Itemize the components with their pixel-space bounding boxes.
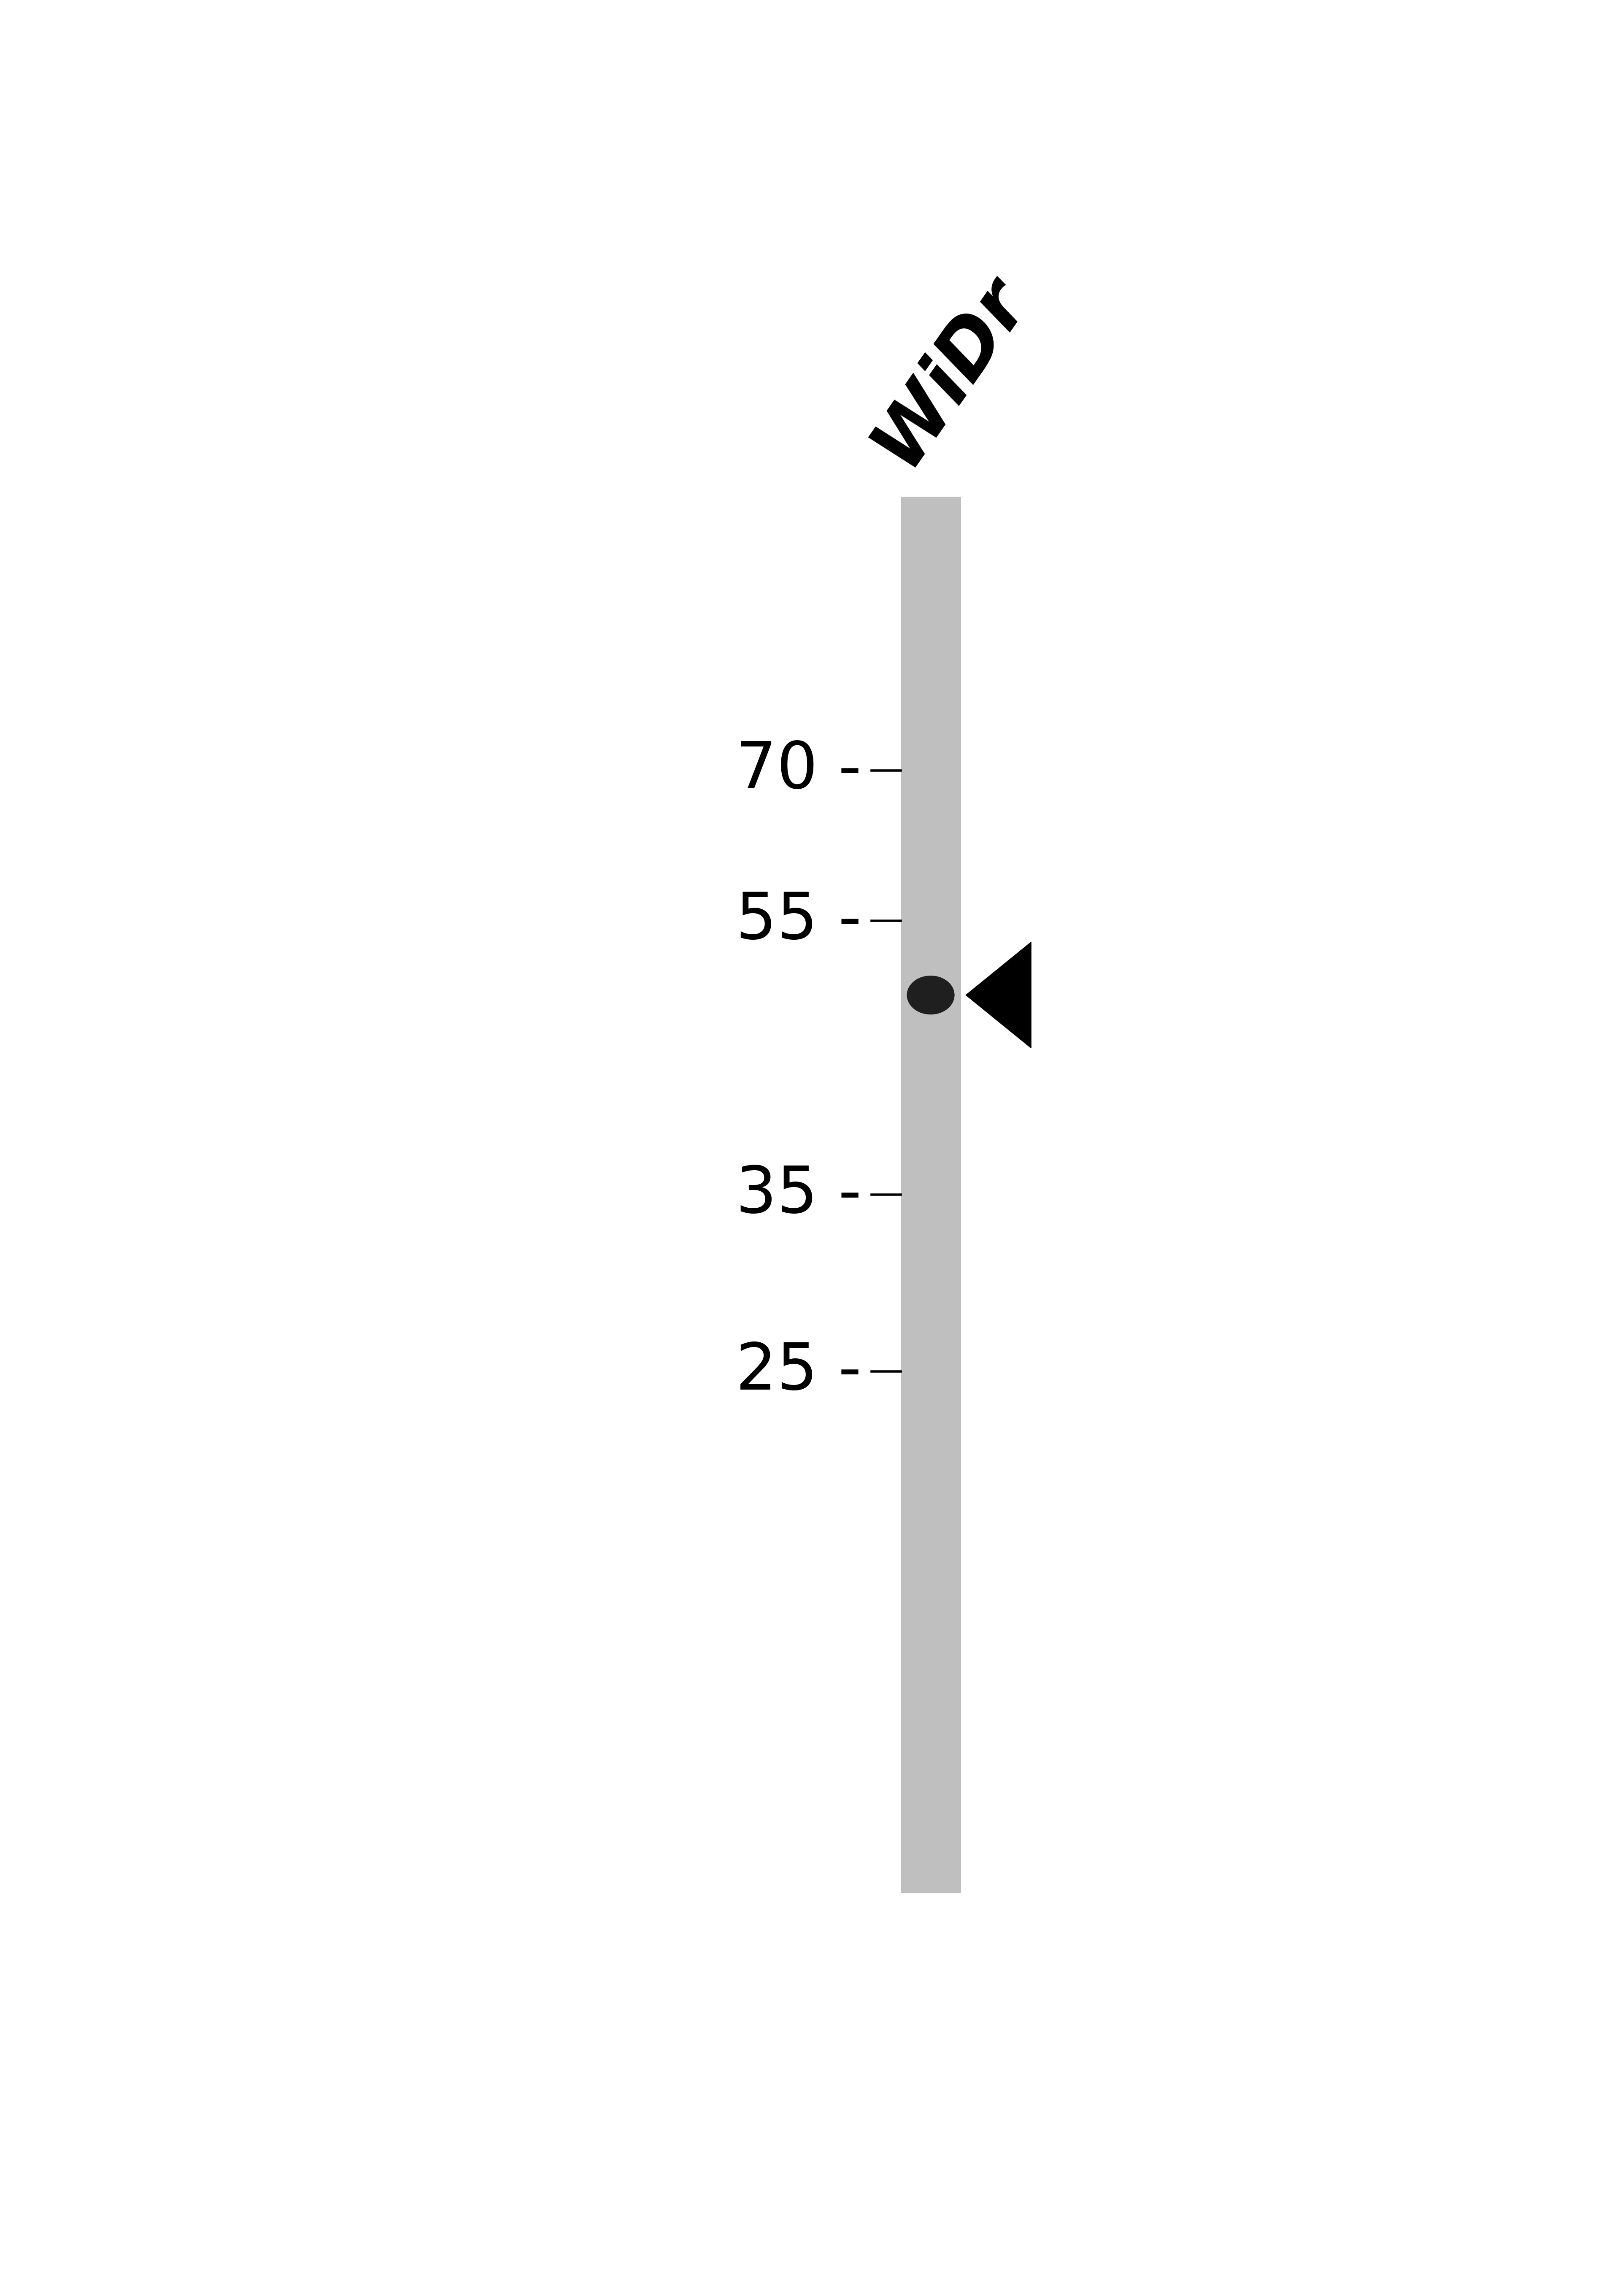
Text: WiDr: WiDr <box>859 264 1040 480</box>
Text: 55 -: 55 - <box>735 889 862 953</box>
Ellipse shape <box>907 976 954 1015</box>
Text: 70 -: 70 - <box>735 739 862 801</box>
Polygon shape <box>966 941 1030 1047</box>
Bar <box>901 496 961 1894</box>
Text: 25 -: 25 - <box>735 1341 862 1403</box>
Text: 35 -: 35 - <box>735 1164 862 1226</box>
